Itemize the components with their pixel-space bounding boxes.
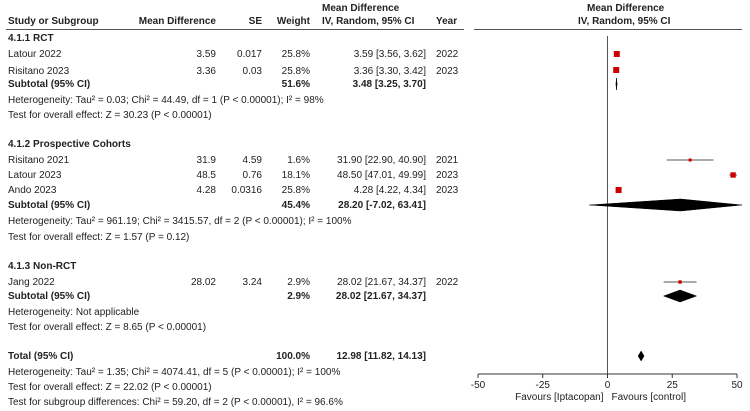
study-year: 2021 xyxy=(436,155,459,166)
subtotal-weight: 51.6% xyxy=(281,79,310,90)
study-md: 4.28 xyxy=(196,185,216,196)
study-year: 2023 xyxy=(436,185,459,196)
study-md: 31.9 xyxy=(196,155,216,166)
group-title: 4.1.1 RCT xyxy=(8,33,54,44)
plot-header-rule xyxy=(474,29,742,30)
study-weight: 25.8% xyxy=(281,185,310,196)
study-point-square xyxy=(613,67,620,73)
year-header: Year xyxy=(436,16,458,27)
header-rule xyxy=(6,29,464,30)
plot-header-line1: Mean Difference xyxy=(587,3,665,14)
study-se: 0.017 xyxy=(236,49,262,60)
total-heterogeneity-text: Heterogeneity: Tau² = 1.35; Chi² = 4074.… xyxy=(8,367,341,378)
x-tick-label: -50 xyxy=(471,380,486,391)
pooled-estimate-diamond xyxy=(615,77,618,91)
plot-header-line2: IV, Random, 95% CI xyxy=(578,16,671,27)
study-point-square xyxy=(613,51,620,57)
study-year: 2022 xyxy=(436,49,459,60)
study-se: 4.59 xyxy=(242,155,262,166)
study-point-square xyxy=(678,280,682,284)
overall-effect-text: Test for overall effect: Z = 1.57 (P = 0… xyxy=(8,232,190,243)
study-ci: 4.28 [4.22, 4.34] xyxy=(353,185,426,196)
study-ci: 28.02 [21.67, 34.37] xyxy=(337,277,426,288)
pooled-estimate-diamond xyxy=(589,198,743,212)
study-ci: 48.50 [47.01, 49.99] xyxy=(337,170,426,181)
weight-header: Weight xyxy=(276,16,310,27)
overall-effect-text: Test for overall effect: Z = 8.65 (P < 0… xyxy=(8,322,207,333)
subtotal-ci: 28.20 [-7.02, 63.41] xyxy=(338,200,426,211)
study-point-square xyxy=(688,158,692,162)
study-name: Risitano 2023 xyxy=(8,66,70,77)
subtotal-ci: 28.02 [21.67, 34.37] xyxy=(335,291,426,302)
x-tick-label: -25 xyxy=(536,380,551,391)
heterogeneity-text: Heterogeneity: Tau² = 961.19; Chi² = 341… xyxy=(8,216,352,227)
pooled-estimate-diamond xyxy=(637,350,645,362)
x-tick-label: 0 xyxy=(605,380,611,391)
study-se: 3.24 xyxy=(242,277,262,288)
study-year: 2023 xyxy=(436,66,459,77)
study-se: 0.0316 xyxy=(231,185,262,196)
group-title: 4.1.2 Prospective Cohorts xyxy=(8,139,131,150)
se-header: SE xyxy=(248,16,262,27)
x-tick-label: 50 xyxy=(731,380,743,391)
study-name: Jang 2022 xyxy=(8,277,55,288)
study-year: 2022 xyxy=(436,277,459,288)
study-weight: 18.1% xyxy=(281,170,310,181)
study-ci: 3.59 [3.56, 3.62] xyxy=(353,49,426,60)
heterogeneity-text: Heterogeneity: Not applicable xyxy=(8,307,140,318)
subtotal-label: Subtotal (95% CI) xyxy=(8,291,91,302)
subtotal-ci: 3.48 [3.25, 3.70] xyxy=(352,79,426,90)
study-weight: 2.9% xyxy=(287,277,310,288)
ci-header-line2: IV, Random, 95% CI xyxy=(322,16,415,27)
study-se: 0.03 xyxy=(242,66,262,77)
subtotal-label: Subtotal (95% CI) xyxy=(8,200,91,211)
total-label: Total (95% CI) xyxy=(8,351,74,362)
x-tick-label: 25 xyxy=(667,380,679,391)
study-name: Latour 2022 xyxy=(8,49,62,60)
study-point-square xyxy=(615,187,622,193)
study-name: Risitano 2021 xyxy=(8,155,70,166)
study-point-square xyxy=(730,172,736,178)
heterogeneity-text: Heterogeneity: Tau² = 0.03; Chi² = 44.49… xyxy=(8,95,324,106)
subtotal-weight: 45.4% xyxy=(281,200,310,211)
pooled-estimate-diamond xyxy=(662,289,698,303)
study-weight: 1.6% xyxy=(287,155,310,166)
study-weight: 25.8% xyxy=(281,66,310,77)
total-ci: 12.98 [11.82, 14.13] xyxy=(336,351,426,362)
md-header: Mean Difference xyxy=(138,16,216,27)
study-weight: 25.8% xyxy=(281,49,310,60)
study-name: Latour 2023 xyxy=(8,170,62,181)
group-title: 4.1.3 Non-RCT xyxy=(8,261,77,272)
subgroup-differences-text: Test for subgroup differences: Chi² = 59… xyxy=(8,397,343,408)
study-md: 3.59 xyxy=(196,49,216,60)
favours-left-label: Favours [Iptacopan] xyxy=(515,392,604,403)
study-md: 28.02 xyxy=(190,277,216,288)
ci-header-line1: Mean Difference xyxy=(322,3,400,14)
total-overall-effect-text: Test for overall effect: Z = 22.02 (P < … xyxy=(8,382,212,393)
study-header: Study or Subgroup xyxy=(8,16,99,27)
study-ci: 3.36 [3.30, 3.42] xyxy=(353,66,426,77)
study-md: 48.5 xyxy=(196,170,216,181)
favours-right-label: Favours [control] xyxy=(612,392,687,403)
study-name: Ando 2023 xyxy=(8,185,57,196)
subtotal-weight: 2.9% xyxy=(287,291,310,302)
total-weight: 100.0% xyxy=(276,351,310,362)
overall-effect-text: Test for overall effect: Z = 30.23 (P < … xyxy=(8,110,212,121)
study-ci: 31.90 [22.90, 40.90] xyxy=(337,155,426,166)
subtotal-label: Subtotal (95% CI) xyxy=(8,79,91,90)
study-se: 0.76 xyxy=(242,170,262,181)
study-md: 3.36 xyxy=(196,66,216,77)
study-year: 2023 xyxy=(436,170,459,181)
